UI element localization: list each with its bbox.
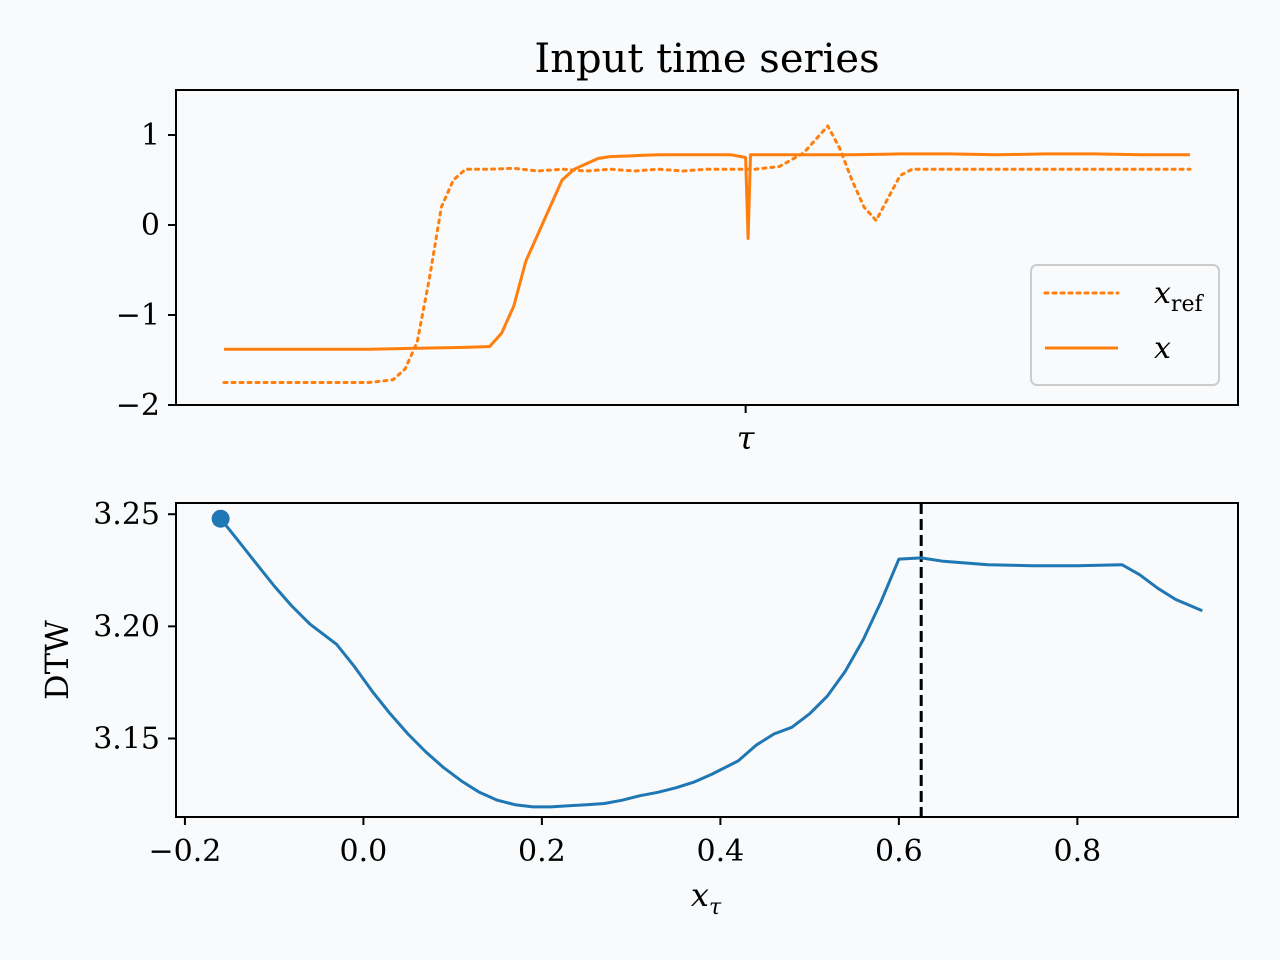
y-tick-label: 3.25 [93, 497, 160, 532]
series-line-x-ref [222, 124, 1192, 384]
bottom-chart: 3.25 3.20 3.15 −0.2 0.0 0.2 0.4 0.6 0.8 DTW xτ [38, 497, 1239, 920]
chart-title: Input time series [534, 36, 879, 82]
top-axes-frame [175, 89, 1239, 406]
x-tick-label: 0.0 [340, 834, 388, 869]
y-tick-label: −2 [116, 388, 160, 423]
legend-label: xref [1154, 276, 1204, 317]
bottom-plot-area [211, 503, 1203, 817]
x-tick-label: 0.4 [697, 834, 745, 869]
x-tick-label-tau: τ [737, 419, 756, 457]
y-tick-label: 1 [141, 118, 160, 153]
top-y-ticks: 1 0 −1 −2 [116, 118, 176, 423]
legend-label: x [1154, 331, 1171, 366]
bottom-x-axis-label-text: xτ [691, 876, 722, 920]
bottom-x-axis-label: xτ [691, 876, 722, 920]
dtw-curve [219, 517, 1203, 809]
top-plot-area [222, 124, 1192, 384]
y-tick-label: −1 [116, 298, 160, 333]
y-tick-label: 3.20 [93, 609, 160, 644]
start-point-marker [211, 509, 230, 528]
series-line-x [224, 152, 1190, 351]
x-tick-label: 0.6 [875, 834, 923, 869]
top-x-tick: τ [737, 405, 756, 457]
x-tick-label: 0.2 [518, 834, 566, 869]
legend-box [1030, 264, 1220, 386]
x-tick-label: 0.8 [1054, 834, 1102, 869]
legend: xref x [1030, 264, 1220, 386]
bottom-y-axis-label: DTW [38, 620, 76, 700]
x-tick-label: −0.2 [148, 834, 221, 869]
top-chart: Input time series 1 0 −1 −2 τ xref x [116, 36, 1239, 457]
bottom-axes-frame [175, 502, 1239, 818]
bottom-y-ticks: 3.25 3.20 3.15 [93, 497, 176, 757]
bottom-x-ticks: −0.2 0.0 0.2 0.4 0.6 0.8 [148, 817, 1101, 869]
y-tick-label: 0 [141, 208, 160, 243]
y-tick-label: 3.15 [93, 722, 160, 757]
